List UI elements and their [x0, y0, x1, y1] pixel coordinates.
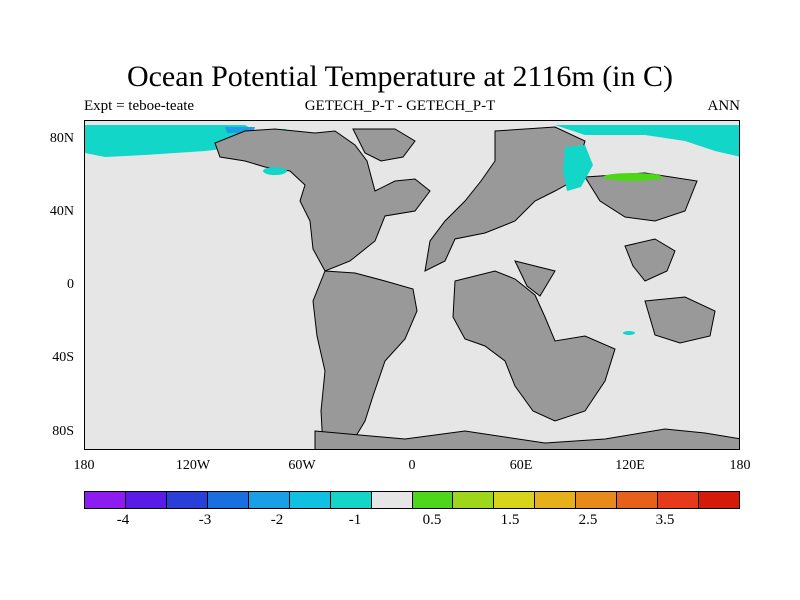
- arctic-cyan-anomaly-east: [555, 125, 739, 157]
- south-america-landmass: [312, 270, 418, 448]
- indian-cyan-anomaly: [623, 331, 635, 335]
- lat-label-80n: 80N: [49, 131, 74, 146]
- colorbar-label: 3.5: [655, 512, 675, 528]
- model-label: GETECH_P-T - GETECH_P-T: [304, 98, 496, 114]
- colorbar-label: -3: [198, 512, 212, 528]
- colorbar-label: 0.5: [422, 512, 442, 528]
- africa-landmass: [452, 270, 616, 422]
- pacific-cyan-anomaly: [263, 167, 287, 175]
- colorbar-segment: [453, 492, 495, 508]
- colorbar-segment: [412, 492, 454, 508]
- map-canvas: [85, 121, 739, 449]
- southeast-asia-landmass: [624, 238, 676, 282]
- colorbar-segment: [658, 492, 700, 508]
- colorbar-label: 1.5: [500, 512, 520, 528]
- lon-label-120e: 120E: [615, 458, 645, 473]
- colorbar-label: -2: [270, 512, 284, 528]
- north-america-landmass: [214, 128, 431, 272]
- colorbar-segment: [535, 492, 577, 508]
- colorbar-label: -1: [348, 512, 362, 528]
- colorbar-segment: [289, 492, 331, 508]
- lon-label-180w: 180: [73, 458, 95, 473]
- colorbar-segment: [125, 492, 167, 508]
- colorbar-segment: [617, 492, 659, 508]
- colorbar-segment: [248, 492, 290, 508]
- lat-label-40s: 40S: [52, 350, 74, 365]
- colorbar-segment: [85, 492, 126, 508]
- colorbar: [84, 491, 740, 509]
- lat-label-0: 0: [67, 277, 74, 292]
- india-landmass: [514, 260, 556, 297]
- ocean-background: [85, 121, 739, 449]
- experiment-label: Expt = teboe-teate: [84, 98, 195, 114]
- colorbar-segment: [494, 492, 536, 508]
- colorbar-segment: [699, 492, 739, 508]
- lat-label-40n: 40N: [49, 204, 74, 219]
- colorbar-label: -4: [116, 512, 130, 528]
- season-label: ANN: [707, 98, 741, 114]
- colorbar-segment: [371, 492, 413, 508]
- australia-landmass: [644, 296, 716, 344]
- colorbar-segment: [166, 492, 208, 508]
- lon-label-60e: 60E: [509, 458, 533, 473]
- colorbar-segment: [207, 492, 249, 508]
- plot-title: Ocean Potential Temperature at 2116m (in…: [126, 60, 674, 93]
- antarctica-landmass: [314, 428, 739, 449]
- arctic-green-anomaly: [603, 173, 663, 181]
- colorbar-segment: [576, 492, 618, 508]
- lon-label-180e: 180: [729, 458, 751, 473]
- north-atlantic-cyan-anomaly: [563, 145, 593, 191]
- lon-label-60w: 60W: [288, 458, 316, 473]
- greenland-landmass: [352, 128, 416, 162]
- lon-label-120w: 120W: [175, 458, 211, 473]
- map-panel: [84, 120, 740, 450]
- lon-label-0: 0: [408, 458, 416, 473]
- colorbar-label: 2.5: [578, 512, 598, 528]
- colorbar-segment: [330, 492, 372, 508]
- lat-label-80s: 80S: [52, 424, 74, 439]
